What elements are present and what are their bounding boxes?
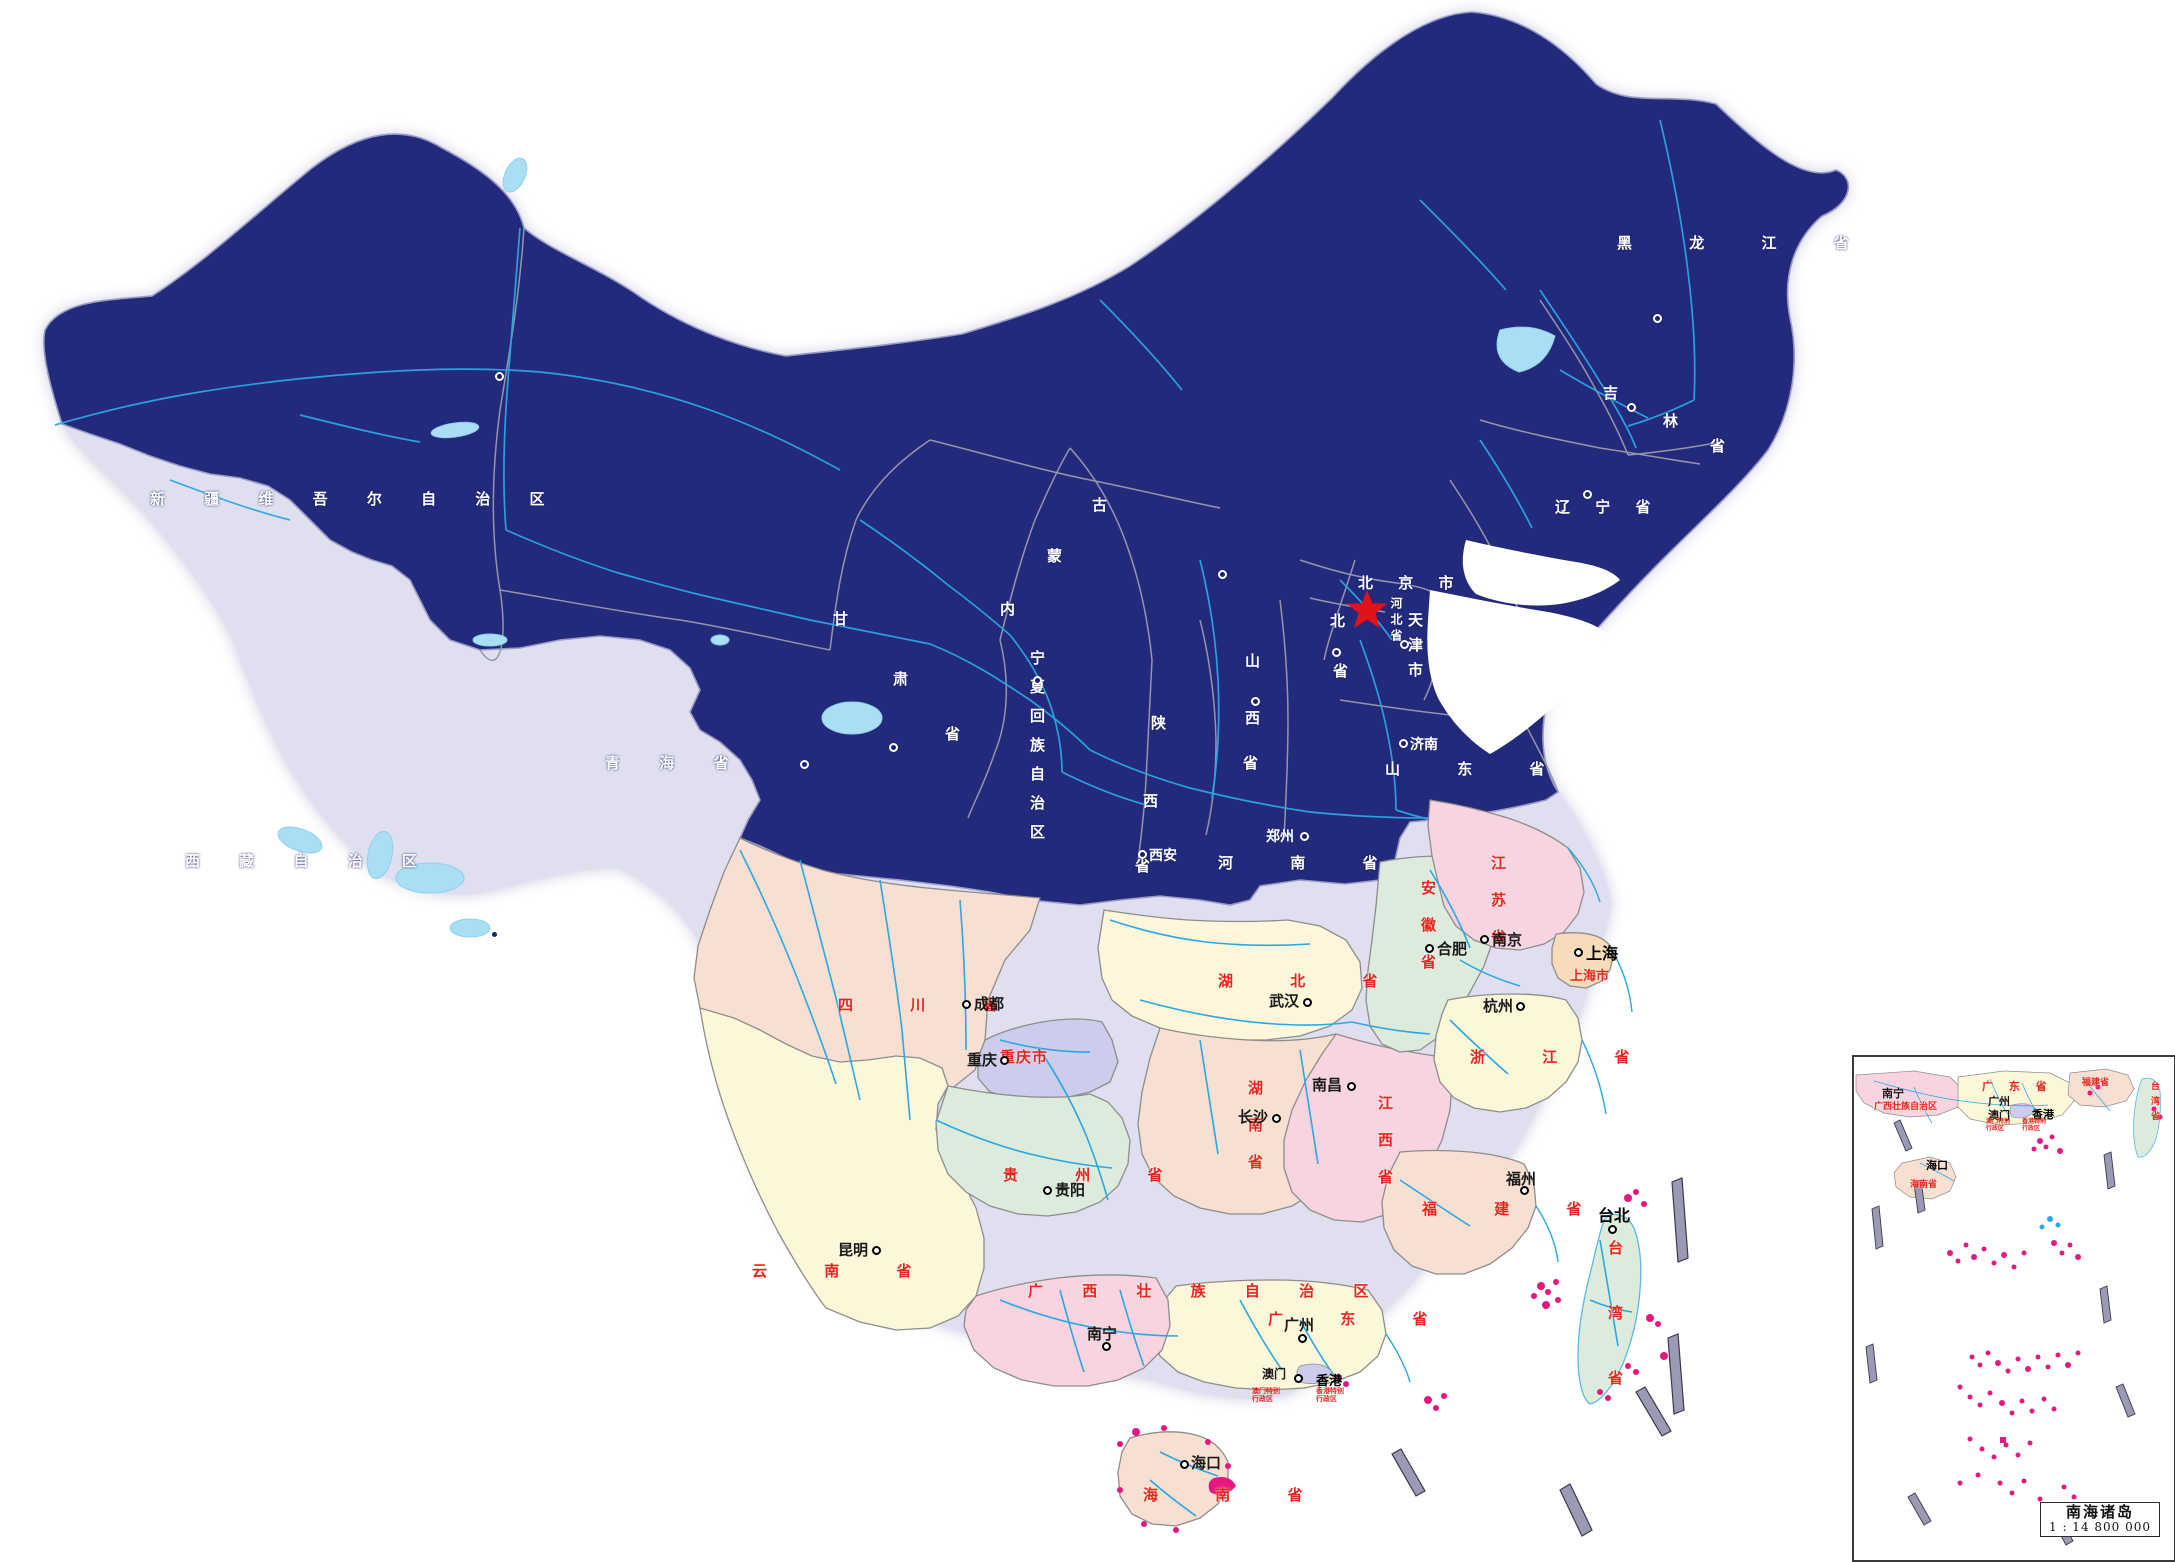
inset-geometry	[1855, 1068, 2163, 1546]
city-dot-zhengzhou	[1300, 832, 1309, 841]
city-dot-changchun	[1627, 403, 1636, 412]
city-dot-chongqing	[1000, 1056, 1009, 1065]
city-dot-wuhan	[1303, 998, 1312, 1007]
inset-caption-title: 南海诸岛	[2066, 1503, 2135, 1521]
city-dot-urumqi	[495, 372, 504, 381]
province-hainan	[1117, 1431, 1229, 1527]
city-dot-nanning	[1102, 1342, 1111, 1351]
province-guangxi	[963, 1274, 1171, 1387]
city-dot-kunming	[872, 1246, 881, 1255]
city-dot-guangzhou	[1298, 1334, 1307, 1343]
city-dot-xian	[1138, 850, 1147, 859]
inset-hainan	[1893, 1156, 1957, 1200]
city-dot-shenyang	[1583, 490, 1592, 499]
city-dot-macao	[1294, 1374, 1303, 1383]
inset-guangdong	[1957, 1070, 2075, 1126]
inset-caption: 南海诸岛 1 : 14 800 000	[2040, 1502, 2161, 1538]
city-dot-taipei	[1608, 1225, 1617, 1234]
province-zhejiang	[1433, 993, 1583, 1113]
city-dot-lanzhou	[889, 743, 898, 752]
coastline	[1385, 847, 1633, 1383]
city-dot-tianjin	[1400, 640, 1409, 649]
province-guizhou	[935, 1085, 1131, 1217]
city-dot-hohhot	[1218, 570, 1227, 579]
city-dot-hangzhou	[1516, 1002, 1525, 1011]
city-dot-changsha	[1272, 1114, 1281, 1123]
province-taiwan	[1577, 1213, 1642, 1405]
city-dot-nanjing	[1480, 935, 1489, 944]
city-dot-yinchuan	[1033, 676, 1042, 685]
lakes	[277, 157, 1556, 938]
inset-fujian	[2067, 1068, 2135, 1108]
city-dot-jinan	[1399, 739, 1408, 748]
city-dot-taiyuan	[1251, 697, 1260, 706]
maritime-boundary-ticks	[1391, 1177, 1689, 1537]
rivers-highlight	[54, 119, 1696, 825]
inset-hongkong	[2009, 1103, 2037, 1119]
city-dot-nanchang	[1347, 1082, 1356, 1091]
province-shanghai	[1551, 932, 1615, 989]
city-dot-chengdu	[962, 1000, 971, 1009]
inset-guangxi	[1855, 1070, 1965, 1118]
pale-provinces	[693, 799, 1642, 1527]
island-markers	[1117, 1189, 1675, 1533]
province-guangdong	[1151, 1279, 1387, 1391]
city-dot-lhasa	[490, 930, 499, 939]
city-dot-guiyang	[1043, 1186, 1052, 1195]
inset-taiwan	[2133, 1077, 2161, 1158]
inset-caption-scale: 1 : 14 800 000	[2049, 1519, 2152, 1534]
city-dot-haikou	[1180, 1460, 1189, 1469]
bohai-bay-2	[1462, 540, 1620, 606]
city-dot-shijiazhuang	[1332, 648, 1341, 657]
city-dot-harbin	[1653, 314, 1662, 323]
bohai-bay	[1427, 590, 1610, 754]
highlight-province-borders	[479, 227, 1721, 863]
city-dot-hefei	[1425, 944, 1434, 953]
province-jiangsu	[1427, 799, 1585, 951]
rivers-south	[739, 849, 1633, 1517]
city-dot-fuzhou	[1520, 1186, 1529, 1195]
city-dot-xining	[800, 760, 809, 769]
province-fujian	[1381, 1149, 1537, 1275]
city-dot-shanghai	[1574, 948, 1583, 957]
hk-macao-shapes	[1296, 1363, 1333, 1385]
inset-map-south-china-sea: 南宁 广西壮族自治区 广 东 省 广州 澳门 香港 澳门特别 行政区 香港特别 …	[1852, 1055, 2175, 1562]
